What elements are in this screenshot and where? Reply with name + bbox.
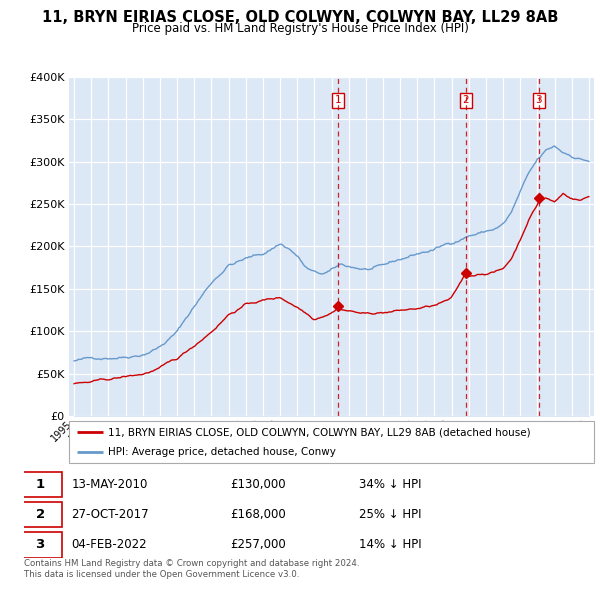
Text: HPI: Average price, detached house, Conwy: HPI: Average price, detached house, Conw… — [109, 447, 336, 457]
Text: 25% ↓ HPI: 25% ↓ HPI — [359, 508, 421, 521]
Text: 11, BRYN EIRIAS CLOSE, OLD COLWYN, COLWYN BAY, LL29 8AB: 11, BRYN EIRIAS CLOSE, OLD COLWYN, COLWY… — [42, 10, 558, 25]
Text: 13-MAY-2010: 13-MAY-2010 — [71, 478, 148, 491]
Text: £257,000: £257,000 — [230, 538, 286, 551]
FancyBboxPatch shape — [19, 502, 62, 527]
Text: £130,000: £130,000 — [230, 478, 286, 491]
Text: Price paid vs. HM Land Registry's House Price Index (HPI): Price paid vs. HM Land Registry's House … — [131, 22, 469, 35]
Text: Contains HM Land Registry data © Crown copyright and database right 2024.
This d: Contains HM Land Registry data © Crown c… — [24, 559, 359, 579]
Text: 2: 2 — [35, 508, 45, 521]
Text: 14% ↓ HPI: 14% ↓ HPI — [359, 538, 421, 551]
FancyBboxPatch shape — [69, 421, 594, 463]
Text: 04-FEB-2022: 04-FEB-2022 — [71, 538, 147, 551]
FancyBboxPatch shape — [19, 532, 62, 558]
Text: 1: 1 — [35, 478, 45, 491]
Text: 3: 3 — [536, 96, 542, 106]
FancyBboxPatch shape — [19, 471, 62, 497]
Text: 1: 1 — [335, 96, 341, 106]
Text: 11, BRYN EIRIAS CLOSE, OLD COLWYN, COLWYN BAY, LL29 8AB (detached house): 11, BRYN EIRIAS CLOSE, OLD COLWYN, COLWY… — [109, 427, 531, 437]
Text: 27-OCT-2017: 27-OCT-2017 — [71, 508, 149, 521]
Text: 2: 2 — [463, 96, 469, 106]
Text: 34% ↓ HPI: 34% ↓ HPI — [359, 478, 421, 491]
Text: 3: 3 — [35, 538, 45, 551]
Text: £168,000: £168,000 — [230, 508, 286, 521]
